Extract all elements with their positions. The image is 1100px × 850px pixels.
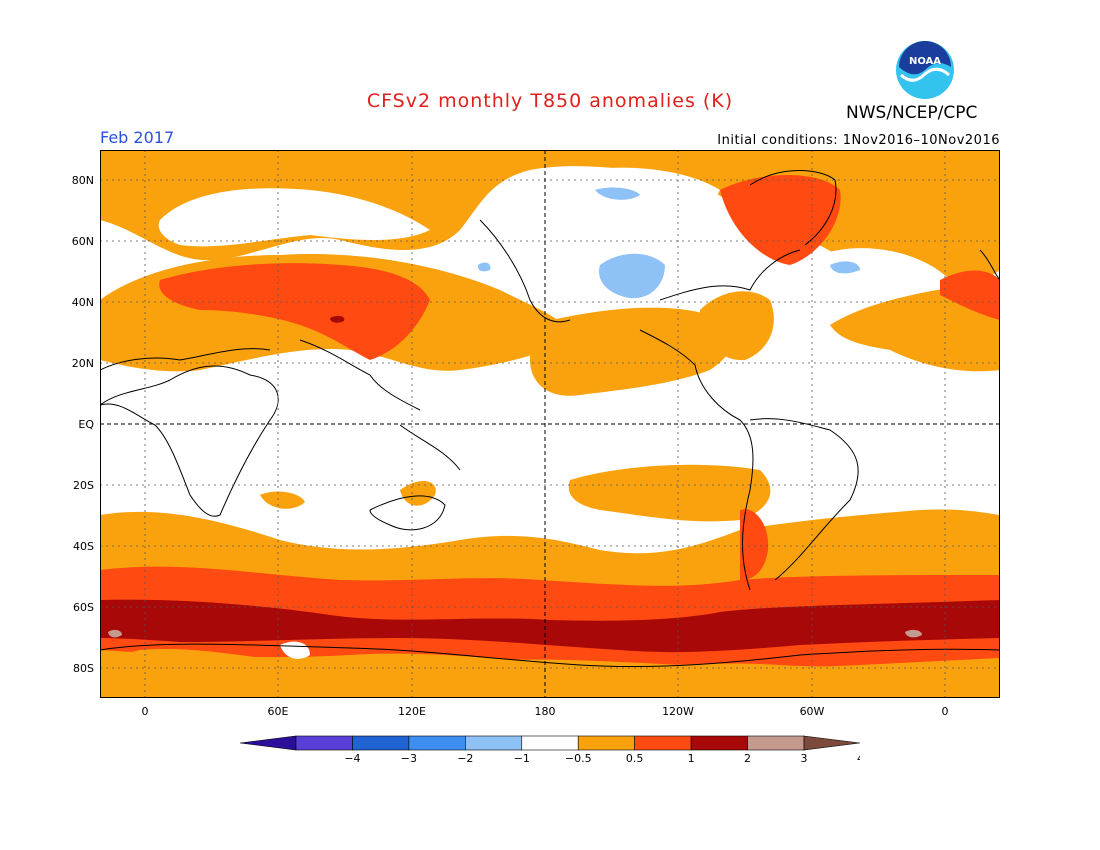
colorbar-tick-label: 1 [688, 752, 695, 765]
lon-label-0: 0 [141, 705, 149, 718]
lon-label-120w: 120W [662, 705, 694, 718]
map-frame [100, 150, 1000, 698]
lon-label-0-east: 0 [941, 705, 949, 718]
anomaly-region-europe-red [940, 270, 1000, 320]
colorbar-tick-label: −3 [401, 752, 417, 765]
forecast-period: Feb 2017 [100, 128, 175, 147]
colorbar-arrow-high [803, 735, 860, 751]
anomaly-region-bering-blue [595, 187, 640, 200]
colorbar: −4 −3 −2 −1 −0.5 0.5 1 2 3 4 [240, 735, 860, 765]
equator-dateline [100, 150, 1000, 698]
anomaly-region-patagonia-red [740, 509, 769, 580]
colorbar-swatch [577, 735, 635, 751]
lat-label-eq: EQ [78, 418, 94, 431]
anomaly-region-eurasia-darkred [330, 315, 345, 323]
anomaly-region-pacific-white [540, 167, 720, 250]
gridlines [100, 150, 1000, 698]
lon-label-120e: 120E [398, 705, 426, 718]
colorbar-tick-label: −0.5 [565, 752, 592, 765]
lon-label-180: 180 [534, 705, 556, 718]
lat-label-80n: 80N [71, 174, 94, 187]
logo-text: NOAA [909, 56, 941, 67]
anomaly-region-eurasia-red [159, 263, 430, 360]
lat-label-40n: 40N [71, 296, 94, 309]
colorbar-swatch [465, 735, 523, 751]
lat-label-20n: 20N [71, 357, 94, 370]
lon-label-60e: 60E [267, 705, 289, 718]
colorbar-tick-label: −4 [344, 752, 360, 765]
anomaly-region-indian-orange [260, 491, 305, 509]
colorbar-swatch [295, 735, 353, 751]
anomaly-region-arctic-white [158, 188, 430, 247]
map-title: CFSv2 monthly T850 anomalies (K) [366, 90, 734, 112]
anomaly-region-nw-pacific-blue [477, 262, 491, 272]
coastlines [100, 170, 1000, 668]
colorbar-swatch [747, 735, 805, 751]
anomaly-region-southern-darkred [100, 599, 1000, 653]
lat-label-40s: 40S [73, 540, 94, 553]
anomaly-region-antarctic-orange [100, 648, 1000, 698]
colorbar-swatch [690, 735, 748, 751]
anomaly-region-beige-west [108, 629, 122, 638]
lat-label-60n: 60N [71, 235, 94, 248]
lat-label-20s: 20S [73, 479, 94, 492]
anomaly-region-beige-east [905, 629, 922, 638]
anomaly-region-pacific-orange [530, 307, 733, 396]
initial-conditions: Initial conditions: 1Nov2016–10Nov2016 [717, 133, 1000, 148]
colorbar-tick-label: 0.5 [626, 752, 644, 765]
colorbar-swatch [521, 735, 579, 751]
colorbar-tick-label: −1 [514, 752, 530, 765]
colorbar-swatch [634, 735, 692, 751]
colorbar-tick-label: −2 [457, 752, 473, 765]
anomaly-map [100, 150, 1000, 698]
anomaly-region-australia-orange [400, 480, 436, 506]
anomaly-region-pacific-blue [599, 253, 665, 299]
lat-label-60s: 60S [73, 601, 94, 614]
colorbar-swatch [352, 735, 410, 751]
colorbar-arrow-low [240, 735, 297, 751]
anomaly-region-south-pacific-orange [568, 464, 771, 522]
colorbar-swatch [408, 735, 466, 751]
anomaly-region-canada-red [720, 175, 841, 265]
noaa-logo-icon: NOAA [896, 41, 954, 99]
lon-label-60w: 60W [799, 705, 825, 718]
anomaly-region-atlantic-blue [830, 261, 860, 274]
anomaly-region-us-orange [700, 291, 774, 361]
colorbar-tick-label: 2 [744, 752, 751, 765]
lat-label-80s: 80S [73, 662, 94, 675]
agency-label: NWS/NCEP/CPC [846, 103, 978, 123]
colorbar-tick-label: 4 [857, 752, 860, 765]
colorbar-tick-label: 3 [801, 752, 808, 765]
